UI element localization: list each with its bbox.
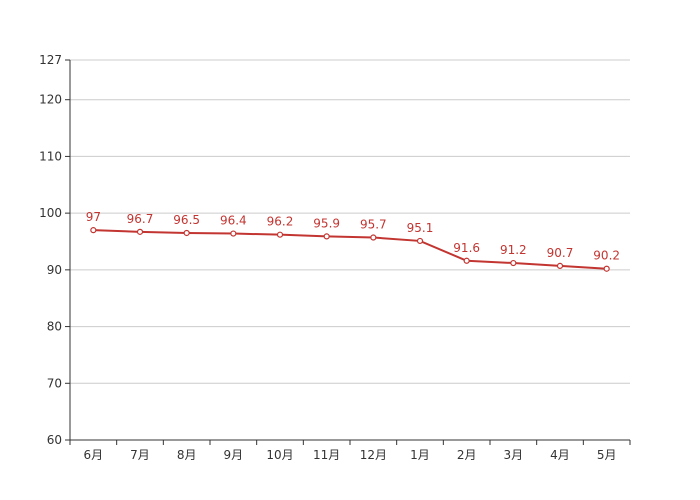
y-tick-label: 70 <box>47 376 62 390</box>
data-label: 91.2 <box>500 243 527 257</box>
data-label: 95.9 <box>313 216 340 230</box>
y-tick-label: 120 <box>39 93 62 107</box>
data-label: 96.5 <box>173 213 200 227</box>
y-tick-label: 90 <box>47 263 62 277</box>
data-label: 96.2 <box>267 215 294 229</box>
series-line <box>93 229 607 270</box>
x-tick-label: 3月 <box>504 448 524 462</box>
x-tick-label: 8月 <box>177 448 197 462</box>
data-label: 90.7 <box>547 246 574 260</box>
x-tick-label: 2月 <box>457 448 477 462</box>
data-point <box>463 257 470 264</box>
x-tick-label: 9月 <box>224 448 244 462</box>
series-group <box>90 227 610 272</box>
x-tick-label: 11月 <box>313 448 340 462</box>
y-tick-label: 60 <box>47 433 62 447</box>
x-tick-label: 4月 <box>550 448 570 462</box>
y-tick-label: 100 <box>39 206 62 220</box>
y-tick-label: 110 <box>39 149 62 163</box>
data-point <box>183 229 190 237</box>
data-label: 95.7 <box>360 218 387 232</box>
x-axis-ticks: 6月 7月 8月 9月 10月 11月 12月 1月 2月 3月 4月 5月 <box>69 440 631 462</box>
data-point <box>370 234 377 241</box>
x-tick-label: 6月 <box>84 448 104 462</box>
data-point <box>230 230 237 237</box>
data-point <box>323 233 330 240</box>
data-point <box>603 265 610 272</box>
data-point <box>276 231 284 238</box>
x-tick-label: 12月 <box>360 448 387 462</box>
x-tick-label: 10月 <box>266 448 293 462</box>
y-tick-label: 127 <box>39 53 62 67</box>
data-point <box>556 262 564 269</box>
x-tick-label: 7月 <box>130 448 150 462</box>
data-point <box>136 228 144 235</box>
data-label: 97 <box>86 210 101 224</box>
data-label: 96.4 <box>220 214 247 228</box>
grid-lines <box>70 59 630 384</box>
data-labels: 97 96.7 96.5 96.4 96.2 95.9 95.7 95.1 91.6 91.2 90… <box>86 210 620 263</box>
data-label: 90.2 <box>593 249 620 263</box>
x-tick-label: 5月 <box>597 448 617 462</box>
x-tick-label: 1月 <box>410 448 430 462</box>
data-point <box>90 227 97 234</box>
data-label: 95.1 <box>407 221 434 235</box>
data-label: 96.7 <box>127 212 154 226</box>
data-label: 91.6 <box>453 241 480 255</box>
data-point <box>510 259 517 267</box>
y-tick-label: 80 <box>47 320 62 334</box>
data-point <box>416 237 424 245</box>
y-axis-ticks: 60 70 80 90 100 110 120 127 <box>39 53 70 447</box>
